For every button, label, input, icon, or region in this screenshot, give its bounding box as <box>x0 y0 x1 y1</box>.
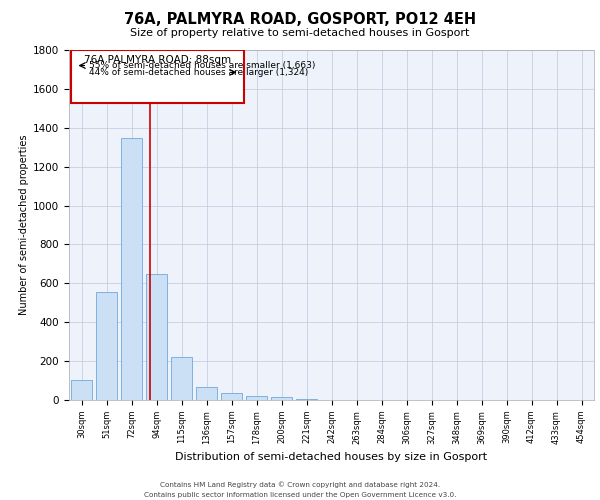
Text: Size of property relative to semi-detached houses in Gosport: Size of property relative to semi-detach… <box>130 28 470 38</box>
FancyBboxPatch shape <box>71 50 244 102</box>
Bar <box>121 138 142 400</box>
Bar <box>171 357 192 400</box>
Text: 44% of semi-detached houses are larger (1,324): 44% of semi-detached houses are larger (… <box>89 68 308 77</box>
Bar <box>246 396 267 400</box>
Bar <box>196 388 217 400</box>
Text: 76A PALMYRA ROAD: 88sqm: 76A PALMYRA ROAD: 88sqm <box>84 55 231 65</box>
Bar <box>96 292 117 400</box>
Bar <box>221 393 242 400</box>
Text: 76A, PALMYRA ROAD, GOSPORT, PO12 4EH: 76A, PALMYRA ROAD, GOSPORT, PO12 4EH <box>124 12 476 28</box>
Text: Contains HM Land Registry data © Crown copyright and database right 2024.
Contai: Contains HM Land Registry data © Crown c… <box>144 482 456 498</box>
Text: 55% of semi-detached houses are smaller (1,663): 55% of semi-detached houses are smaller … <box>89 61 316 70</box>
Y-axis label: Number of semi-detached properties: Number of semi-detached properties <box>19 134 29 316</box>
X-axis label: Distribution of semi-detached houses by size in Gosport: Distribution of semi-detached houses by … <box>175 452 488 462</box>
Bar <box>71 380 92 400</box>
Bar <box>271 397 292 400</box>
Bar <box>296 399 317 400</box>
Bar <box>146 274 167 400</box>
